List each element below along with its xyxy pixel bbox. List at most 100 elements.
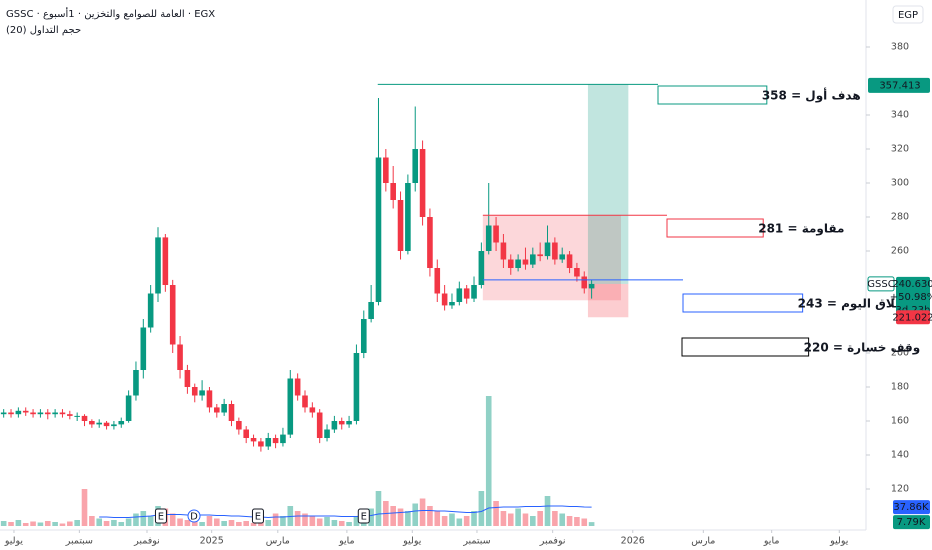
volume-bar bbox=[588, 522, 595, 526]
volume-bar bbox=[22, 523, 29, 526]
candle-body bbox=[368, 302, 374, 319]
volume-bar bbox=[368, 508, 374, 526]
volume-bar bbox=[530, 516, 536, 526]
y-tick-label: 340 bbox=[891, 110, 909, 121]
candle-body bbox=[493, 225, 499, 243]
candle-body bbox=[515, 259, 521, 268]
candle-body bbox=[316, 412, 323, 438]
candle-body bbox=[44, 412, 51, 415]
annotation-box bbox=[681, 337, 810, 357]
x-tick-label: نوفمبر bbox=[133, 536, 160, 547]
candle-body bbox=[353, 353, 360, 421]
y-tick-label: 120 bbox=[891, 484, 909, 495]
volume-bar bbox=[405, 511, 411, 526]
candle-body bbox=[552, 242, 558, 260]
volume-bar bbox=[74, 520, 80, 526]
candle-body bbox=[537, 254, 543, 257]
candle-body bbox=[22, 410, 29, 413]
candle-body bbox=[118, 421, 125, 425]
price-badge: 240.630 bbox=[892, 279, 932, 290]
volume-bar bbox=[427, 506, 433, 526]
volume-bar bbox=[346, 522, 352, 526]
candle-body bbox=[133, 370, 139, 396]
volume-bar bbox=[177, 518, 183, 526]
volume-bar bbox=[265, 520, 272, 526]
y-tick-label: 160 bbox=[891, 416, 909, 427]
candle-body bbox=[360, 319, 367, 353]
candle-body bbox=[588, 283, 595, 289]
price-badge-box bbox=[896, 276, 930, 319]
candle-body bbox=[434, 268, 441, 294]
candle-body bbox=[500, 242, 507, 260]
candle-body bbox=[397, 200, 404, 251]
volume-bar bbox=[537, 511, 543, 526]
candle-body bbox=[96, 422, 103, 425]
candle-body bbox=[338, 421, 345, 425]
volume-bar bbox=[507, 513, 514, 526]
volume-ma-line bbox=[99, 505, 592, 519]
volume-bar bbox=[191, 521, 198, 526]
candle-body bbox=[272, 438, 279, 444]
candle-body bbox=[331, 421, 338, 430]
candle-body bbox=[522, 259, 529, 265]
volume-bar bbox=[59, 523, 66, 526]
volume-bar bbox=[236, 522, 242, 526]
candle-body bbox=[206, 390, 213, 408]
symbol-badge-box bbox=[867, 276, 895, 292]
event-label: E bbox=[158, 512, 164, 523]
volume-bar bbox=[390, 506, 396, 526]
volume-bar bbox=[147, 516, 154, 526]
volume-bar bbox=[471, 511, 477, 526]
volume-bar bbox=[44, 521, 51, 526]
volume-bar bbox=[544, 496, 551, 526]
volume-bar bbox=[566, 516, 573, 526]
candle-body bbox=[471, 285, 477, 299]
candle-body bbox=[52, 412, 58, 415]
candle-body bbox=[67, 414, 73, 416]
volume-bar bbox=[0, 521, 7, 526]
candle-body bbox=[191, 387, 198, 396]
candle-body bbox=[375, 157, 382, 302]
candle-body bbox=[214, 407, 220, 413]
event-marker bbox=[251, 508, 264, 524]
candle-body bbox=[228, 404, 235, 421]
x-tick-label: يوليو bbox=[402, 536, 422, 547]
candle-body bbox=[463, 288, 470, 299]
annotation-box bbox=[657, 85, 768, 105]
currency-button[interactable] bbox=[892, 5, 924, 24]
candle-body bbox=[419, 149, 426, 217]
volume-bar bbox=[353, 516, 360, 526]
volume-bar bbox=[574, 517, 580, 526]
y-tick-label: 280 bbox=[891, 212, 909, 223]
volume-bar bbox=[397, 508, 404, 526]
candle-body bbox=[74, 415, 80, 417]
candle-body bbox=[125, 395, 132, 421]
candle-body bbox=[59, 412, 66, 415]
y-tick-label: 380 bbox=[891, 42, 909, 53]
volume-bar bbox=[89, 516, 95, 526]
y-tick-label: 200 bbox=[891, 348, 909, 359]
volume-bar bbox=[419, 498, 426, 526]
stop-badge: 221.022 bbox=[892, 312, 932, 323]
annotation-box bbox=[666, 218, 764, 238]
candle-body bbox=[309, 407, 316, 413]
volume-bar bbox=[316, 518, 323, 526]
chart-title: GSSC · العامة للصوامع والتخزين · 1أسبوع … bbox=[6, 7, 215, 20]
volume-bar bbox=[331, 520, 338, 526]
volume-bar bbox=[67, 521, 73, 526]
volume-bar bbox=[375, 491, 382, 526]
chart-subtitle: حجم التداول (20) bbox=[6, 25, 81, 36]
ma-badge: 37.86K bbox=[893, 502, 929, 513]
candle-body bbox=[405, 183, 411, 251]
annotation-label: اغلاق اليوم = 243 bbox=[798, 297, 908, 312]
volume-bar bbox=[552, 511, 558, 526]
volume-bar bbox=[309, 516, 316, 526]
candle-body bbox=[441, 293, 448, 306]
event-label: E bbox=[255, 512, 261, 523]
volume-bar bbox=[434, 511, 441, 526]
x-tick-label: يوليو bbox=[4, 536, 24, 547]
volume-bar bbox=[8, 522, 14, 526]
volume-bar bbox=[302, 513, 308, 526]
volume-bar bbox=[258, 522, 264, 526]
volume-bar bbox=[463, 516, 470, 526]
